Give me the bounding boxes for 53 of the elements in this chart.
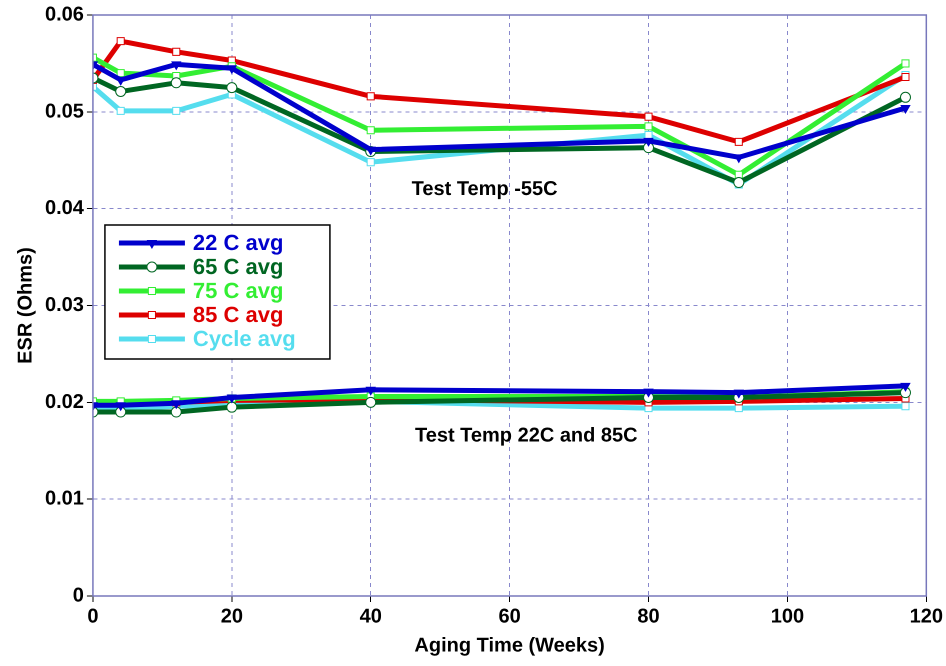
y-tick-label: 0.02 (44, 390, 84, 413)
x-tick-label: 100 (770, 606, 804, 628)
point (900, 382, 910, 392)
point (116, 37, 125, 46)
x-tick-label: 80 (637, 606, 660, 628)
point (733, 177, 744, 188)
point (644, 388, 654, 398)
x-axis-title: Aging Time (Weeks) (414, 634, 605, 657)
annotation: Test Temp -55C (412, 178, 558, 200)
point (116, 106, 125, 115)
point (900, 92, 911, 103)
point (116, 402, 126, 411)
x-tick-label: 0 (87, 606, 98, 628)
point (365, 396, 376, 408)
point (366, 92, 375, 100)
legend-label: 85 C avg (192, 302, 284, 328)
point (170, 406, 182, 418)
y-tick-label: 0.04 (44, 197, 85, 220)
point (226, 402, 238, 413)
point (644, 122, 653, 130)
legend-label: 22 C avg (192, 230, 284, 256)
point (900, 104, 910, 114)
point (366, 126, 375, 134)
y-tick-label: 0.05 (44, 100, 84, 122)
y-tick-label: 0.03 (44, 294, 84, 316)
x-tick-label: 20 (220, 606, 243, 628)
point (172, 48, 180, 56)
point (901, 402, 910, 410)
point (171, 61, 182, 70)
point (172, 106, 180, 115)
point (366, 386, 376, 396)
x-tick-label: 60 (498, 606, 521, 628)
x-tick-label: 120 (910, 606, 944, 628)
point (734, 138, 743, 146)
point (734, 390, 744, 398)
y-tick-label: 0.06 (44, 4, 84, 26)
point (115, 86, 126, 97)
point (366, 158, 375, 166)
y-tick-label: 0.01 (44, 488, 84, 510)
point (116, 69, 125, 78)
x-tick-label: 40 (360, 606, 382, 628)
y-tick-label: 0 (72, 584, 84, 607)
point (226, 82, 238, 94)
point (644, 138, 654, 146)
point (226, 65, 237, 74)
y-axis-title: ESR (Ohms) (14, 247, 37, 364)
legend-label: Cycle avg (192, 326, 296, 352)
annotation: Test Temp 22C and 85C (414, 424, 638, 447)
legend-label: 65 C avg (192, 254, 284, 280)
point (901, 59, 910, 68)
point (644, 112, 653, 121)
legend-label: 75 C avg (192, 278, 284, 304)
point (170, 77, 182, 88)
